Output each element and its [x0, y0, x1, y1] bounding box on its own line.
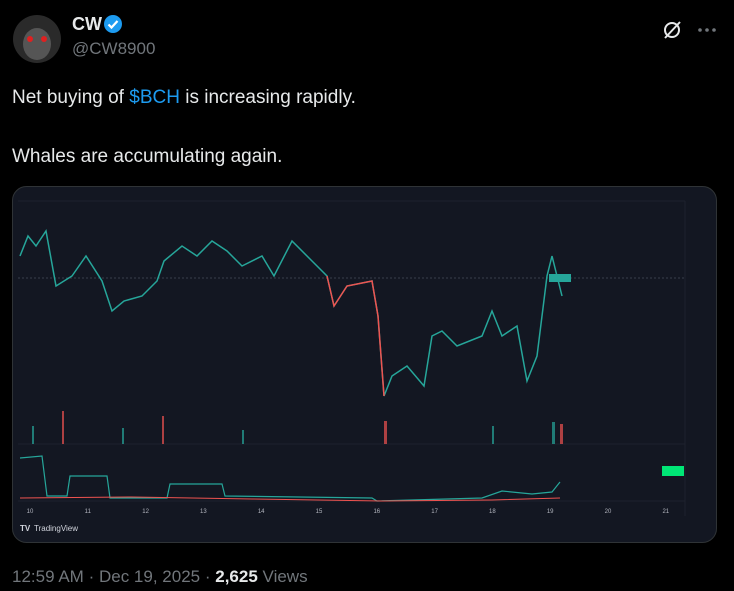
text: Net buying of [12, 87, 130, 108]
views-label: Views [262, 567, 308, 586]
view-count: 2,625 [215, 567, 258, 586]
brand-name: TradingView [34, 524, 78, 533]
author-name[interactable]: CW [72, 14, 102, 34]
grok-icon[interactable] [660, 18, 684, 42]
x-axis-label: 11 [85, 509, 92, 515]
x-axis-label: 19 [547, 509, 554, 515]
x-axis-label: 15 [316, 509, 323, 515]
separator: · [88, 567, 95, 586]
embedded-chart-image[interactable]: 10 11 12 13 14 15 16 17 18 19 20 21 TV TradingView [12, 186, 717, 543]
post-meta: 12:59 AM · Dec 19, 2025 · 2,625 Views [12, 567, 308, 587]
x-axis-label: 10 [27, 509, 34, 515]
x-axis-label: 12 [142, 509, 149, 515]
date[interactable]: Dec 19, 2025 [98, 567, 201, 586]
x-axis-label: 18 [489, 509, 496, 515]
more-icon[interactable] [695, 18, 719, 42]
brand: TV TradingView [20, 524, 78, 533]
separator: · [204, 567, 211, 586]
cashtag[interactable]: $BCH [129, 87, 180, 108]
time[interactable]: 12:59 AM [12, 567, 84, 586]
author-handle[interactable]: @CW8900 [72, 39, 156, 58]
x-axis-label: 20 [605, 509, 612, 515]
verified-badge [104, 15, 122, 33]
x-axis-label: 17 [431, 509, 438, 515]
x-axis-label: 21 [662, 509, 669, 515]
x-axis-label: 16 [373, 509, 380, 515]
post-text-line: Whales are accumulating again. [12, 146, 283, 167]
x-axis-label: 13 [200, 509, 207, 515]
post-text-line: Net buying of $BCH is increasing rapidly… [12, 87, 356, 109]
text: is increasing rapidly. [179, 87, 356, 108]
avatar[interactable] [12, 14, 62, 64]
brand-logo: TV [20, 524, 31, 533]
x-axis-label: 14 [258, 509, 265, 515]
